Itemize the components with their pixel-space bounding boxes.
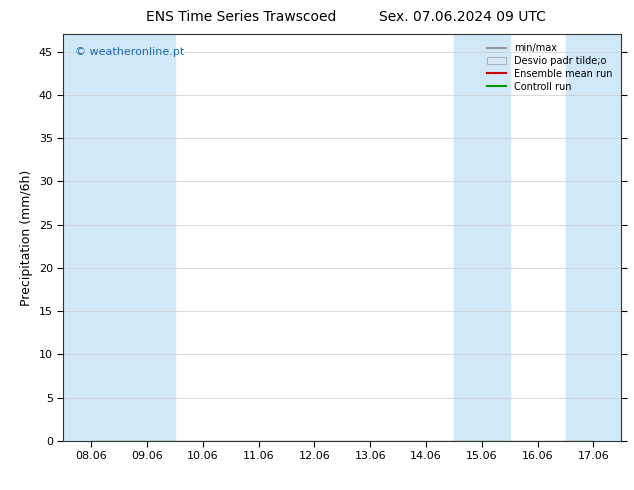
Bar <box>119 34 175 441</box>
Bar <box>63 34 119 441</box>
Bar <box>454 34 510 441</box>
Text: ENS Time Series Trawscoed: ENS Time Series Trawscoed <box>146 10 336 24</box>
Y-axis label: Precipitation (mm/6h): Precipitation (mm/6h) <box>20 170 34 306</box>
Text: Sex. 07.06.2024 09 UTC: Sex. 07.06.2024 09 UTC <box>379 10 547 24</box>
Bar <box>566 34 621 441</box>
Text: © weatheronline.pt: © weatheronline.pt <box>75 47 184 56</box>
Legend: min/max, Desvio padr tilde;o, Ensemble mean run, Controll run: min/max, Desvio padr tilde;o, Ensemble m… <box>483 39 616 96</box>
